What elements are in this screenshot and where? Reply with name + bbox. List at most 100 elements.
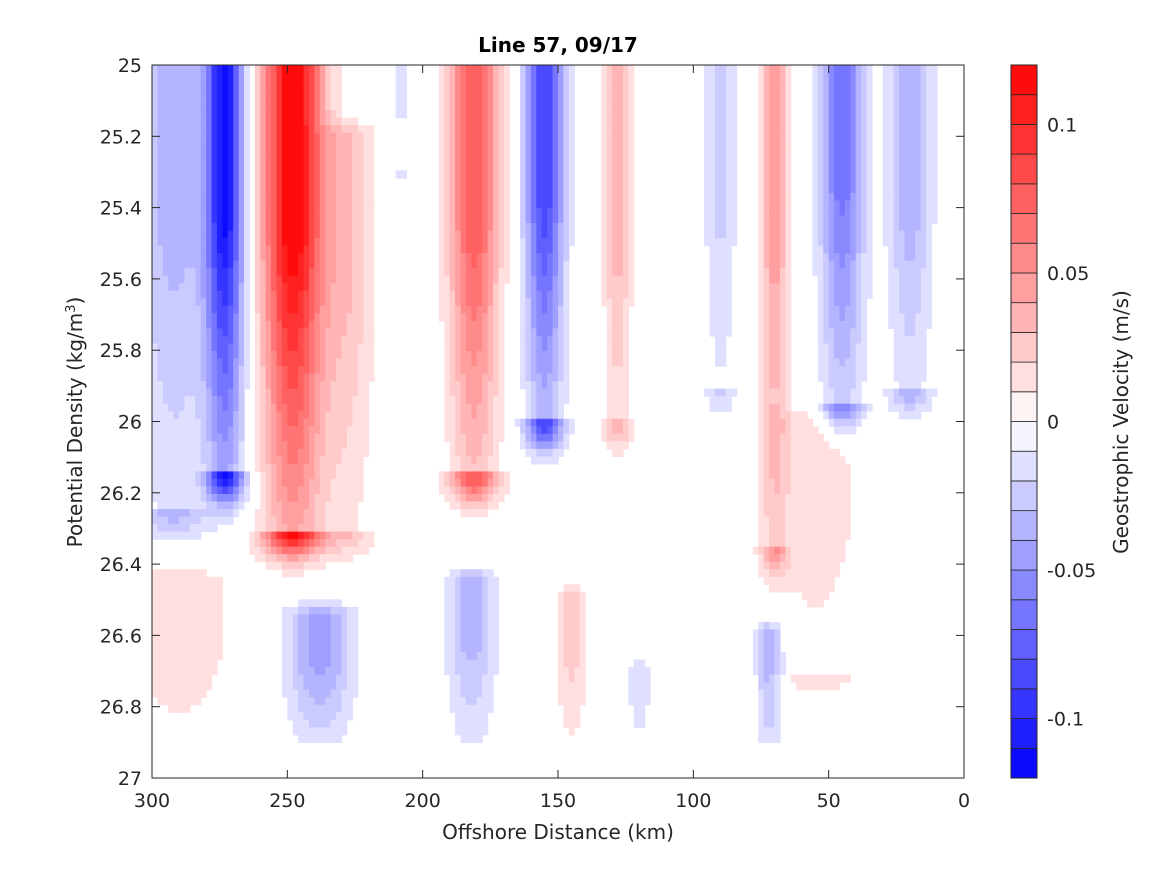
contour-cell <box>211 381 218 390</box>
contour-cell <box>184 584 191 593</box>
contour-cell <box>216 102 223 111</box>
contour-cell <box>336 426 343 435</box>
contour-cell <box>465 591 472 600</box>
contour-cell <box>195 652 202 661</box>
contour-cell <box>179 283 186 292</box>
contour-cell <box>482 223 489 232</box>
contour-cell <box>287 177 294 187</box>
contour-cell <box>298 343 305 352</box>
contour-cell <box>520 441 527 450</box>
contour-cell <box>184 667 191 676</box>
contour-cell <box>498 215 505 224</box>
contour-cell <box>195 253 202 262</box>
contour-cell <box>319 606 326 616</box>
contour-cell <box>336 313 343 322</box>
contour-cell <box>195 350 202 360</box>
contour-cell <box>558 418 565 427</box>
contour-cell <box>189 471 196 480</box>
contour-cell <box>720 80 727 89</box>
contour-cell <box>189 170 196 179</box>
contour-cell <box>720 65 727 74</box>
contour-cell <box>704 72 711 81</box>
contour-cell <box>455 230 462 239</box>
contour-cell <box>536 403 543 412</box>
contour-cell <box>206 65 213 74</box>
contour-cell <box>612 80 619 89</box>
contour-cell <box>346 456 353 465</box>
contour-cell <box>189 493 196 503</box>
contour-cell <box>487 396 494 405</box>
contour-cell <box>558 682 565 691</box>
contour-cell <box>254 268 261 277</box>
contour-cell <box>352 147 359 156</box>
contour-cell <box>308 486 315 495</box>
contour-cell <box>525 155 532 164</box>
contour-cell <box>287 463 294 473</box>
contour-cell <box>709 110 716 119</box>
contour-cell <box>536 335 543 345</box>
contour-cell <box>476 275 483 284</box>
contour-cell <box>244 305 251 314</box>
contour-cell <box>184 335 191 345</box>
contour-cell <box>276 102 283 111</box>
contour-cell <box>725 140 732 149</box>
contour-cell <box>227 433 234 442</box>
contour-cell <box>325 283 332 292</box>
contour-cell <box>336 170 343 179</box>
contour-cell <box>341 629 348 638</box>
contour-cell <box>346 177 353 187</box>
contour-cell <box>303 147 310 156</box>
contour-cell <box>189 117 196 126</box>
contour-cell <box>168 456 175 465</box>
contour-cell <box>633 712 640 721</box>
contour-cell <box>249 546 256 555</box>
contour-cell <box>487 697 494 706</box>
contour-cell <box>157 117 164 126</box>
contour-cell <box>271 381 278 390</box>
contour-cell <box>639 674 646 683</box>
contour-cell <box>233 238 240 247</box>
contour-cell <box>292 629 299 638</box>
contour-cell <box>341 305 348 314</box>
contour-cell <box>211 388 218 397</box>
contour-cell <box>563 268 570 277</box>
contour-cell <box>471 697 478 706</box>
contour-cell <box>503 170 510 179</box>
contour-cell <box>525 95 532 104</box>
contour-cell <box>238 238 245 247</box>
contour-cell <box>265 223 272 232</box>
contour-cell <box>168 652 175 661</box>
contour-cell <box>363 531 370 540</box>
contour-cell <box>352 441 359 450</box>
contour-cell <box>168 87 175 96</box>
contour-cell <box>731 192 738 202</box>
contour-cell <box>254 208 261 217</box>
contour-cell <box>520 298 527 307</box>
contour-cell <box>162 486 169 495</box>
contour-cell <box>206 599 213 608</box>
contour-cell <box>325 260 332 269</box>
contour-cell <box>336 727 343 736</box>
contour-cell <box>449 636 456 646</box>
contour-cell <box>579 621 586 631</box>
contour-cell <box>184 102 191 111</box>
contour-cell <box>455 328 462 337</box>
contour-cell <box>195 125 202 134</box>
contour-cell <box>552 110 559 119</box>
contour-cell <box>476 471 483 480</box>
contour-cell <box>227 411 234 420</box>
contour-cell <box>157 493 164 503</box>
contour-cell <box>314 652 321 661</box>
contour-cell <box>173 200 180 209</box>
contour-cell <box>709 132 716 141</box>
contour-cell <box>292 268 299 277</box>
contour-cell <box>319 704 326 713</box>
contour-cell <box>254 350 261 360</box>
contour-cell <box>482 177 489 187</box>
contour-cell <box>276 80 283 89</box>
contour-cell <box>493 215 500 224</box>
contour-cell <box>455 253 462 262</box>
contour-cell <box>530 448 537 457</box>
contour-cell <box>260 335 267 345</box>
contour-cell <box>330 697 337 706</box>
